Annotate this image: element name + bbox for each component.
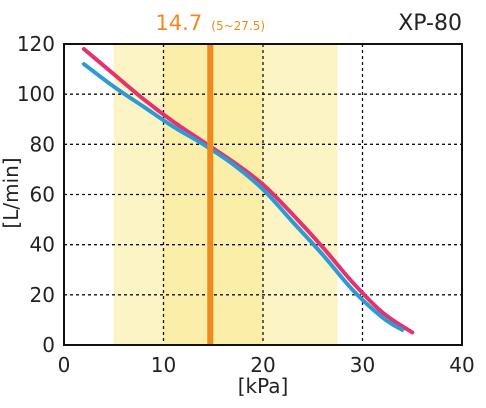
y-axis-label: [L/min] [0,157,23,228]
series-line-1 [81,47,415,335]
y-tick-label: 40 [30,233,55,257]
grid [64,44,462,345]
y-tick-label: 0 [42,333,55,357]
plot-border [63,43,463,346]
x-tick-label: 40 [449,353,474,377]
series-line-2 [81,62,405,332]
operating-point-range: (5~27.5) [211,19,265,33]
y-tick-label: 80 [30,132,55,156]
x-tick-label: 10 [151,353,176,377]
x-tick-labels: 0 10 20 30 40 [58,353,475,377]
plot-frame [63,43,463,346]
y-tick-label: 100 [17,82,55,106]
x-axis-label: [kPa] [238,374,289,398]
y-tick-label: 60 [30,183,55,207]
y-tick-label: 120 [17,32,55,56]
y-tick-label: 20 [30,283,55,307]
x-tick-label: 0 [58,353,71,377]
series-lines [81,47,415,335]
model-label: XP-80 [398,11,462,36]
y-tick-labels: 0 20 40 60 80 100 120 [17,32,55,357]
x-tick-label: 30 [350,353,375,377]
operating-point-value: 14.7 [155,11,202,35]
operating-point-label: 14.7 (5~27.5) [155,11,265,35]
x-tick-label: 20 [250,353,275,377]
